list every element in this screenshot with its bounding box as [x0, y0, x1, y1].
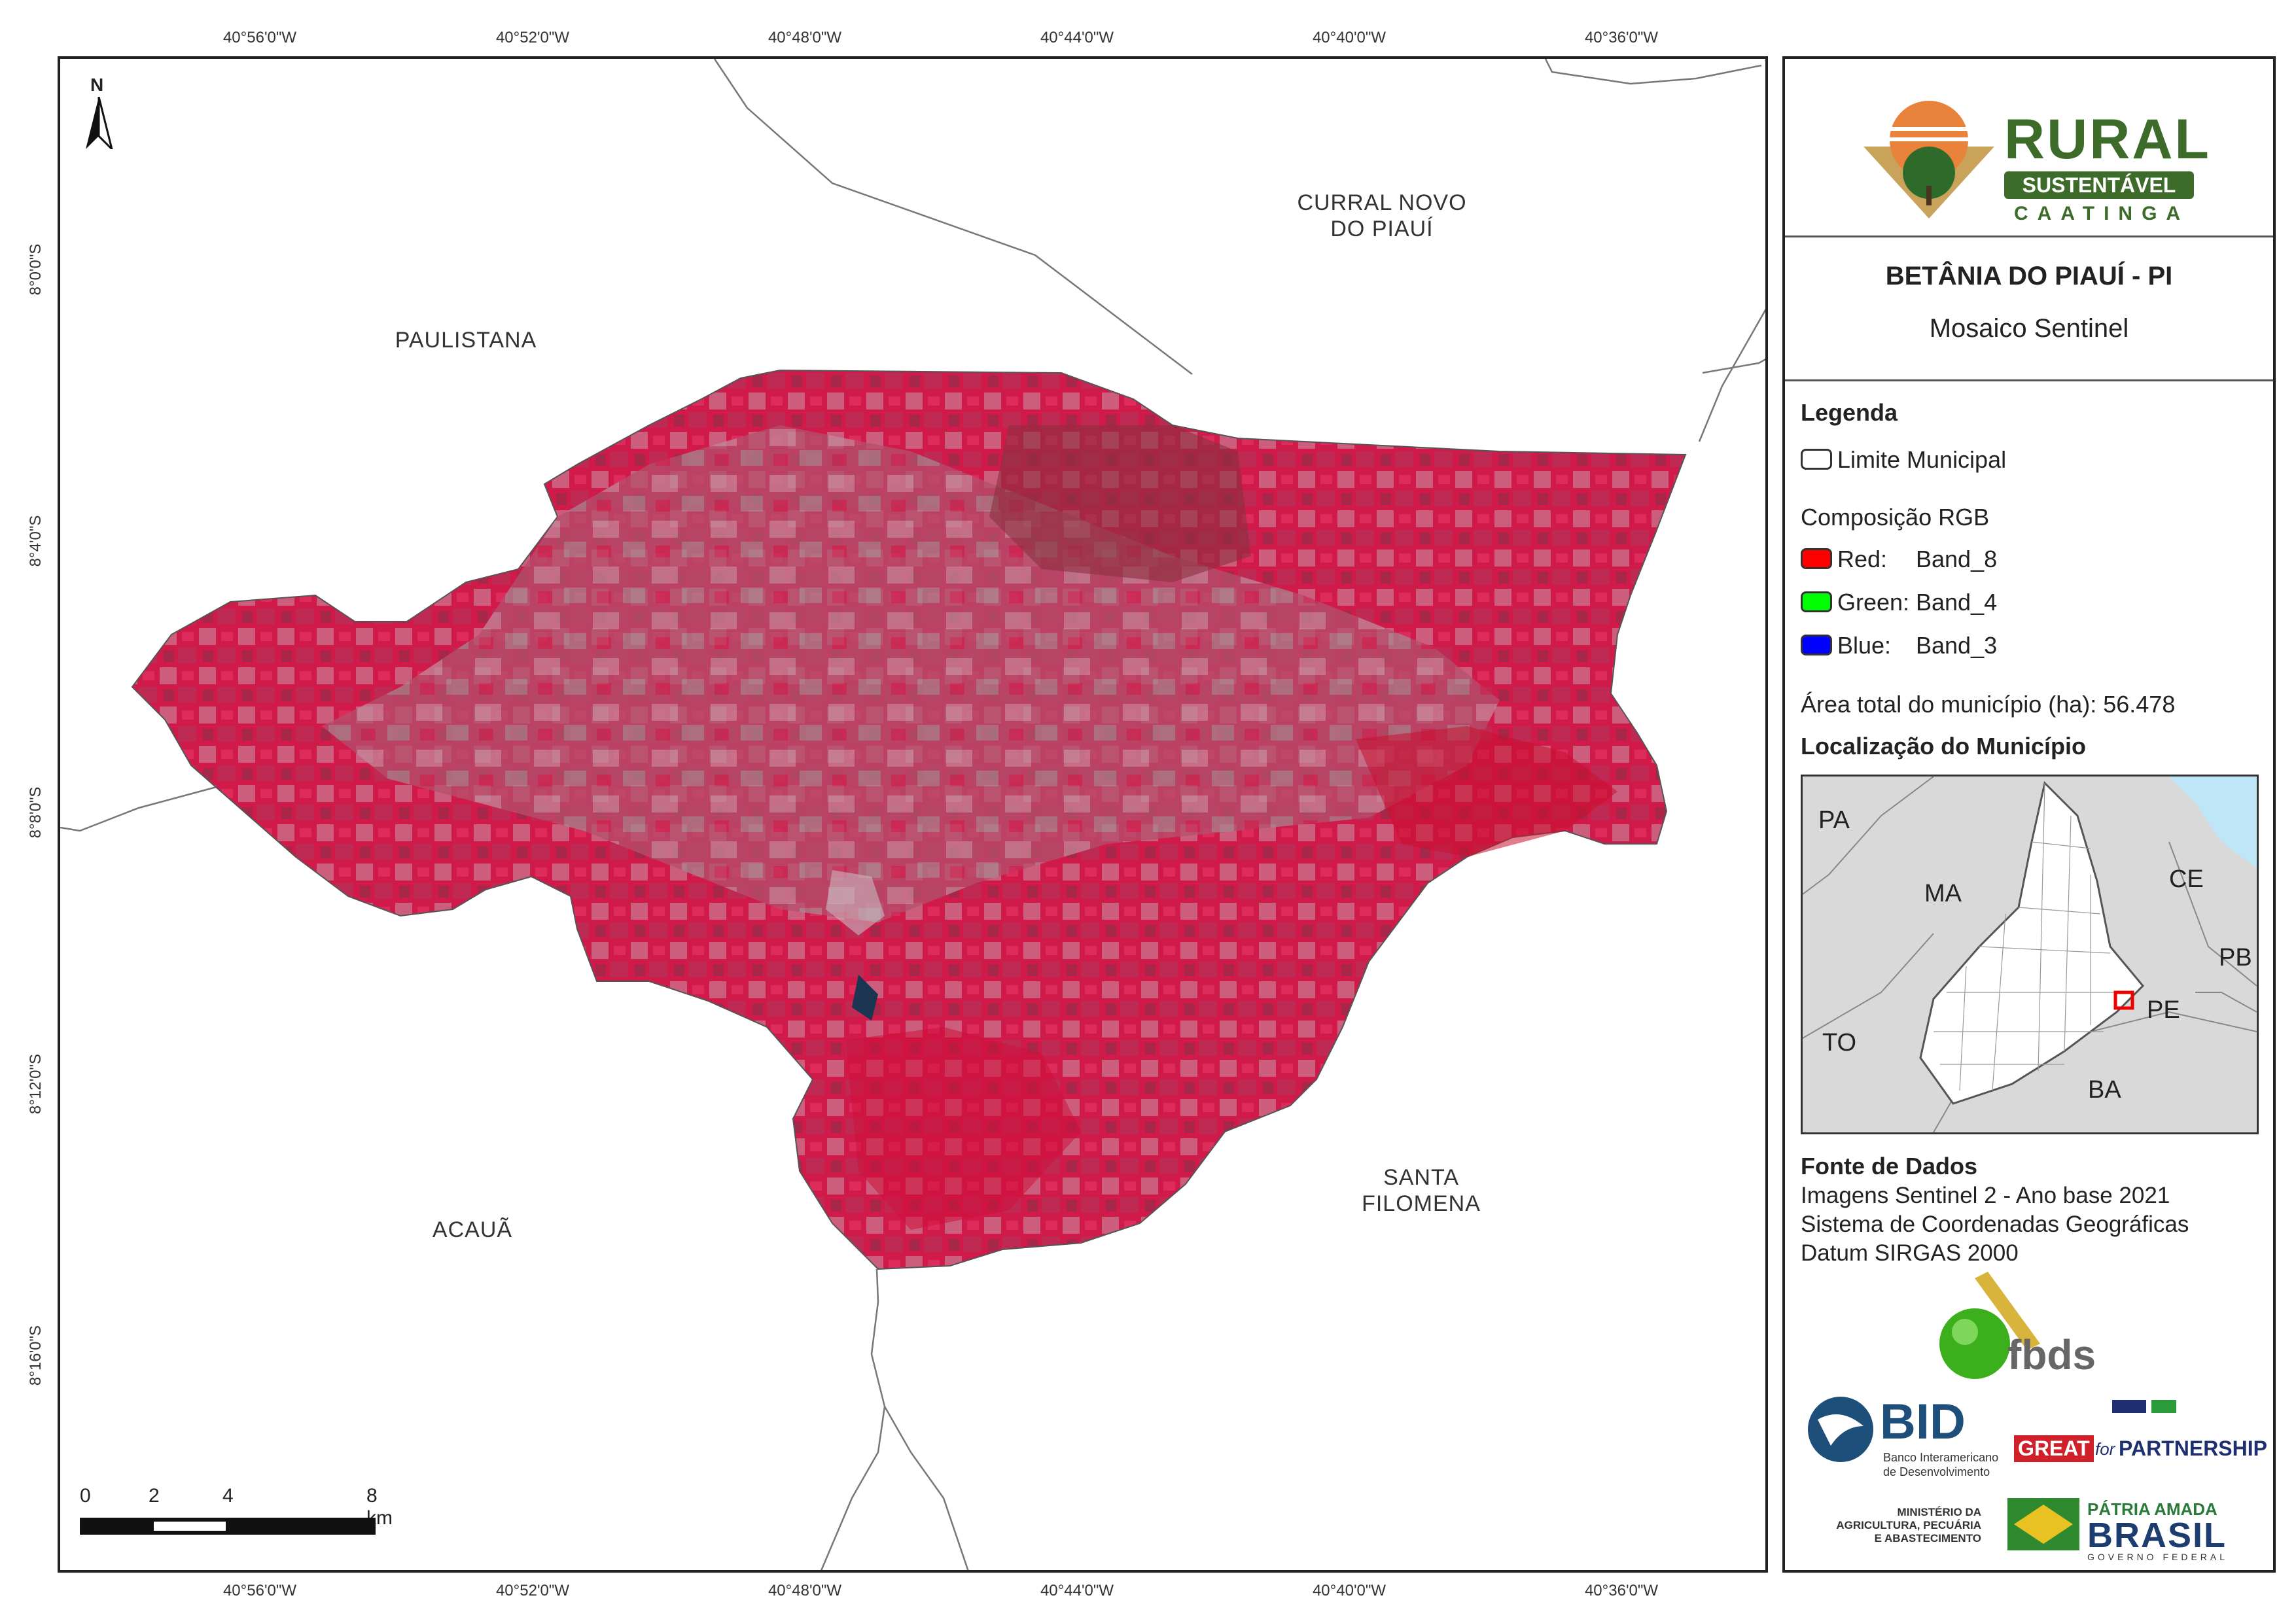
neighbor-boundaries [60, 59, 1765, 1570]
legend-heading: Legenda [1801, 399, 1898, 426]
ministry-block: MINISTÉRIO DA AGRICULTURA, PECUÁRIA E AB… [1824, 1506, 1981, 1545]
logo-word-sustentavel: SUSTENTÁVEL [2004, 171, 2194, 199]
tick-bottom-4: 40°44'0"W [1040, 1582, 1114, 1599]
label-santa-filomena: SANTA FILOMENA [1336, 1164, 1506, 1217]
scale-label-4: 4 [222, 1485, 234, 1507]
state-label-ma: MA [1924, 880, 1962, 907]
logo-emblem-icon [1863, 101, 1994, 218]
label-paulistana: PAULISTANA [395, 328, 537, 353]
legend-limit-label: Limite Municipal [1837, 446, 2007, 473]
legend-panel: RURAL SUSTENTÁVEL CAATINGA BETÂNIA DO PI… [1782, 56, 2276, 1573]
legend-green-label: Green: [1837, 589, 1910, 616]
rural-sustentavel-logo: RURAL SUSTENTÁVEL CAATINGA [1863, 94, 2209, 258]
north-arrow-icon [86, 97, 113, 149]
logo-word-rural: RURAL [2004, 108, 2211, 171]
legend-blue-band: Band_3 [1916, 632, 1998, 659]
location-inset-map [1803, 777, 2257, 1132]
north-arrow: N [76, 75, 122, 160]
north-label: N [90, 75, 104, 95]
tick-left-1: 8°0'0"S [27, 243, 44, 296]
legend-red-band: Band_8 [1916, 546, 1998, 572]
brazil-flag-icon [2151, 1400, 2176, 1413]
scale-label-2: 2 [149, 1485, 160, 1507]
fbds-text: fbds [2007, 1331, 2096, 1378]
tick-top-4: 40°44'0"W [1040, 29, 1114, 46]
ministry-line3: E ABASTECIMENTO [1874, 1532, 1981, 1544]
state-label-pe: PE [2147, 996, 2180, 1024]
tick-top-6: 40°36'0"W [1584, 29, 1659, 46]
uk-flag-icon [2112, 1400, 2146, 1413]
legend-blue-swatch [1801, 635, 1832, 655]
sources-line1: Imagens Sentinel 2 - Ano base 2021 [1801, 1183, 2170, 1208]
great-text: GREAT [2014, 1435, 2094, 1462]
bid-sub1: Banco Interamericano [1883, 1451, 1999, 1464]
bid-sub2: de Desenvolvimento [1883, 1465, 1990, 1478]
tick-bottom-1: 40°56'0"W [222, 1582, 297, 1599]
legend-area-text: Área total do município (ha): 56.478 [1801, 691, 2176, 718]
location-inset: PA MA CE PB PE TO BA [1801, 775, 2259, 1134]
tick-left-2: 8°4'0"S [27, 515, 44, 567]
logo-word-caatinga: CAATINGA [2014, 203, 2190, 224]
legend-green-swatch [1801, 591, 1832, 612]
divider-1 [1785, 236, 2273, 237]
legend-rgb-heading: Composição RGB [1801, 504, 1990, 531]
label-santa-filomena-line1: SANTA [1383, 1165, 1459, 1190]
legend-blue-label: Blue: [1837, 632, 1892, 659]
state-label-pb: PB [2219, 944, 2252, 971]
scale-bar: 0 2 4 8 km [80, 1485, 394, 1544]
scale-label-0: 0 [80, 1485, 91, 1507]
tick-top-2: 40°52'0"W [495, 29, 570, 46]
brasil-flag-icon [2007, 1498, 2079, 1550]
legend-red-label: Red: [1837, 546, 1888, 572]
location-heading: Localização do Município [1801, 733, 2087, 759]
bid-emblem-icon [1808, 1397, 1873, 1462]
divider-2 [1785, 379, 2273, 381]
brasil-text: BRASIL [2087, 1516, 2227, 1555]
tick-left-4: 8°12'0"S [27, 1053, 44, 1115]
tick-left-3: 8°8'0"S [27, 786, 44, 839]
satellite-map [60, 59, 1765, 1570]
tick-top-5: 40°40'0"W [1312, 29, 1386, 46]
tick-bottom-5: 40°40'0"W [1312, 1582, 1386, 1599]
tick-bottom-2: 40°52'0"W [495, 1582, 570, 1599]
ministry-line2: AGRICULTURA, PECUÁRIA [1836, 1519, 1981, 1531]
fbds-globe-icon [1939, 1272, 2040, 1379]
state-label-ba: BA [2088, 1076, 2121, 1104]
label-curral-novo: CURRAL NOVO DO PIAUÍ [1284, 190, 1480, 242]
patria-text: PÁTRIA AMADA [2087, 1499, 2217, 1519]
state-label-pa: PA [1818, 807, 1850, 834]
fbds-logo: fbds [1929, 1272, 2112, 1383]
map-subtitle: Mosaico Sentinel [1929, 314, 2129, 343]
state-label-to: TO [1822, 1029, 1857, 1056]
tick-left-5: 8°16'0"S [27, 1325, 44, 1386]
map-frame: N CURRAL NOVO DO PIAUÍ PAULISTANA ACAUÃ … [58, 56, 1768, 1573]
label-curral-novo-line2: DO PIAUÍ [1330, 217, 1434, 241]
gov-text: GOVERNO FEDERAL [2087, 1552, 2229, 1562]
partnership-text: PARTNERSHIP [2119, 1437, 2267, 1460]
tick-top-1: 40°56'0"W [222, 29, 297, 46]
sources-line3: Datum SIRGAS 2000 [1801, 1240, 2019, 1266]
sources-heading: Fonte de Dados [1801, 1153, 1978, 1179]
scale-bar-track [80, 1518, 376, 1535]
label-acaua: ACAUÃ [432, 1217, 513, 1242]
ministry-line1: MINISTÉRIO DA [1897, 1506, 1981, 1518]
sources-line2: Sistema de Coordenadas Geográficas [1801, 1212, 2189, 1237]
map-title: BETÂNIA DO PIAUÍ - PI [1885, 262, 2173, 290]
legend-limit-swatch [1801, 449, 1832, 470]
legend-red-swatch [1801, 548, 1832, 569]
tick-bottom-6: 40°36'0"W [1584, 1582, 1659, 1599]
tick-bottom-3: 40°48'0"W [768, 1582, 842, 1599]
legend-green-band: Band_4 [1916, 589, 1998, 616]
label-curral-novo-line1: CURRAL NOVO [1297, 190, 1467, 215]
tick-top-3: 40°48'0"W [768, 29, 842, 46]
municipality-mosaic [131, 369, 1687, 1270]
great-partnership-logo: GREAT for PARTNERSHIP [2014, 1400, 2267, 1478]
label-santa-filomena-line2: FILOMENA [1362, 1191, 1481, 1216]
bid-text: BID [1880, 1394, 1966, 1450]
for-text: for [2095, 1439, 2115, 1459]
state-label-ce: CE [2169, 865, 2204, 893]
bid-logo: BID Banco Interamericano de Desenvolvime… [1805, 1393, 2014, 1485]
